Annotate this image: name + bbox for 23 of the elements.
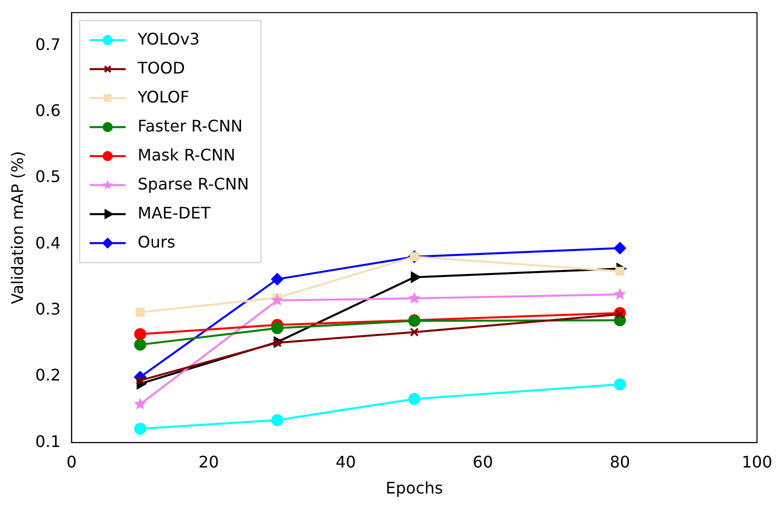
y-tick-label: 0.1 (35, 432, 61, 451)
legend-label: TOOD (136, 58, 185, 78)
x-tick-label: 20 (198, 452, 219, 472)
y-tick-label: 0.3 (35, 299, 61, 318)
legend-label: Ours (138, 232, 176, 252)
legend-label: YOLOv3 (136, 29, 200, 48)
x-tick-label: 40 (336, 452, 356, 472)
legend-label: YOLOF (136, 87, 190, 106)
legend-label: Faster R-CNN (138, 116, 243, 136)
y-axis-title: Validation mAP (%) (8, 151, 27, 304)
legend-label: Sparse R-CNN (138, 174, 249, 194)
x-axis-title: Epochs (386, 478, 443, 498)
x-tick-label: 80 (610, 452, 630, 472)
y-tick-label: 0.2 (35, 366, 61, 385)
x-tick-label: 100 (742, 452, 772, 472)
x-tick-label: 60 (472, 452, 494, 472)
y-tick-label: 0.7 (35, 34, 61, 54)
x-tick-label: 0 (66, 452, 77, 472)
y-tick-label: 0.4 (35, 233, 61, 252)
y-tick-label: 0.6 (35, 100, 61, 120)
legend-label: Mask R-CNN (138, 145, 236, 164)
legend-label: MAE-DET (138, 203, 211, 222)
y-tick-label: 0.5 (35, 167, 61, 186)
